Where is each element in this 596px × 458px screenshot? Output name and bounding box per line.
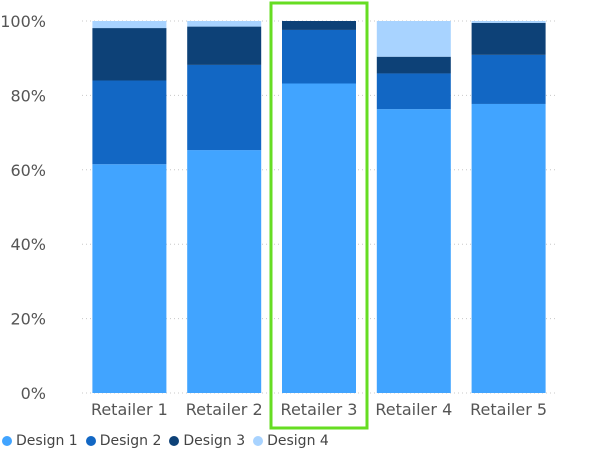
- legend: Design 1 Design 2 Design 3 Design 4: [2, 433, 329, 449]
- highlight-frame: [269, 1, 369, 430]
- x-axis-ticks: Retailer 1 Retailer 2 Retailer 3 Retailer 4…: [91, 400, 547, 419]
- legend-item-design-1[interactable]: Design 1: [2, 433, 78, 449]
- x-tick-label: Retailer 2: [186, 400, 263, 419]
- x-tick-label: Retailer 3: [281, 400, 358, 419]
- bar-segment-design-2[interactable]: [376, 73, 451, 110]
- y-tick-label: 40%: [10, 235, 46, 254]
- bar-segment-design-1[interactable]: [471, 103, 546, 394]
- x-tick-label: Retailer 4: [375, 400, 452, 419]
- legend-marker: [85, 436, 96, 446]
- y-tick-label: 80%: [10, 86, 46, 105]
- bar-segment-design-1[interactable]: [376, 109, 451, 393]
- legend-marker: [169, 436, 180, 446]
- bar-segment-design-3[interactable]: [471, 22, 546, 55]
- bar-group-retailer-2[interactable]: [187, 21, 262, 393]
- bar-segment-design-1[interactable]: [282, 83, 356, 393]
- legend-label: Design 4: [267, 433, 329, 449]
- x-tick-label: Retailer 5: [470, 400, 547, 419]
- bar-segment-design-2[interactable]: [471, 54, 546, 104]
- legend-label: Design 1: [16, 433, 78, 449]
- bar-group-retailer-4[interactable]: [376, 21, 451, 393]
- x-tick-label: Retailer 1: [91, 400, 168, 419]
- bar-segment-design-4[interactable]: [376, 21, 451, 57]
- legend-item-design-2[interactable]: Design 2: [85, 433, 162, 449]
- bar-segment-design-1[interactable]: [187, 150, 262, 393]
- legend-label: Design 2: [99, 433, 162, 449]
- highlight-box: [269, 1, 369, 430]
- legend-marker: [2, 436, 12, 446]
- legend-marker: [253, 436, 264, 446]
- bar-segment-design-4[interactable]: [471, 21, 546, 23]
- y-tick-label: 60%: [10, 161, 46, 180]
- legend-item-design-4[interactable]: Design 4: [253, 433, 329, 449]
- bar-segment-design-4[interactable]: [92, 21, 167, 29]
- bar-segment-design-4[interactable]: [187, 21, 262, 27]
- bar-segment-design-3[interactable]: [282, 21, 356, 30]
- y-tick-label: 100%: [0, 12, 46, 31]
- bar-group-retailer-1[interactable]: [92, 21, 167, 393]
- legend-label: Design 3: [183, 433, 246, 449]
- bar-segment-design-2[interactable]: [187, 64, 262, 151]
- bar-segment-design-3[interactable]: [92, 28, 167, 81]
- legend-item-design-3[interactable]: Design 3: [169, 433, 245, 449]
- bar-group-retailer-3[interactable]: [282, 21, 356, 393]
- bar-group-retailer-5[interactable]: [471, 21, 546, 394]
- bar-segment-design-3[interactable]: [187, 26, 262, 65]
- y-tick-label: 0%: [21, 384, 46, 403]
- bar-segment-design-1[interactable]: [92, 164, 167, 393]
- y-tick-label: 20%: [10, 310, 46, 329]
- bars[interactable]: [92, 21, 546, 394]
- bar-segment-design-3[interactable]: [376, 56, 451, 74]
- bar-segment-design-2[interactable]: [92, 80, 167, 165]
- y-axis-ticks: 0% 20% 40% 60% 80% 100%: [0, 12, 46, 403]
- bar-segment-design-2[interactable]: [282, 29, 356, 84]
